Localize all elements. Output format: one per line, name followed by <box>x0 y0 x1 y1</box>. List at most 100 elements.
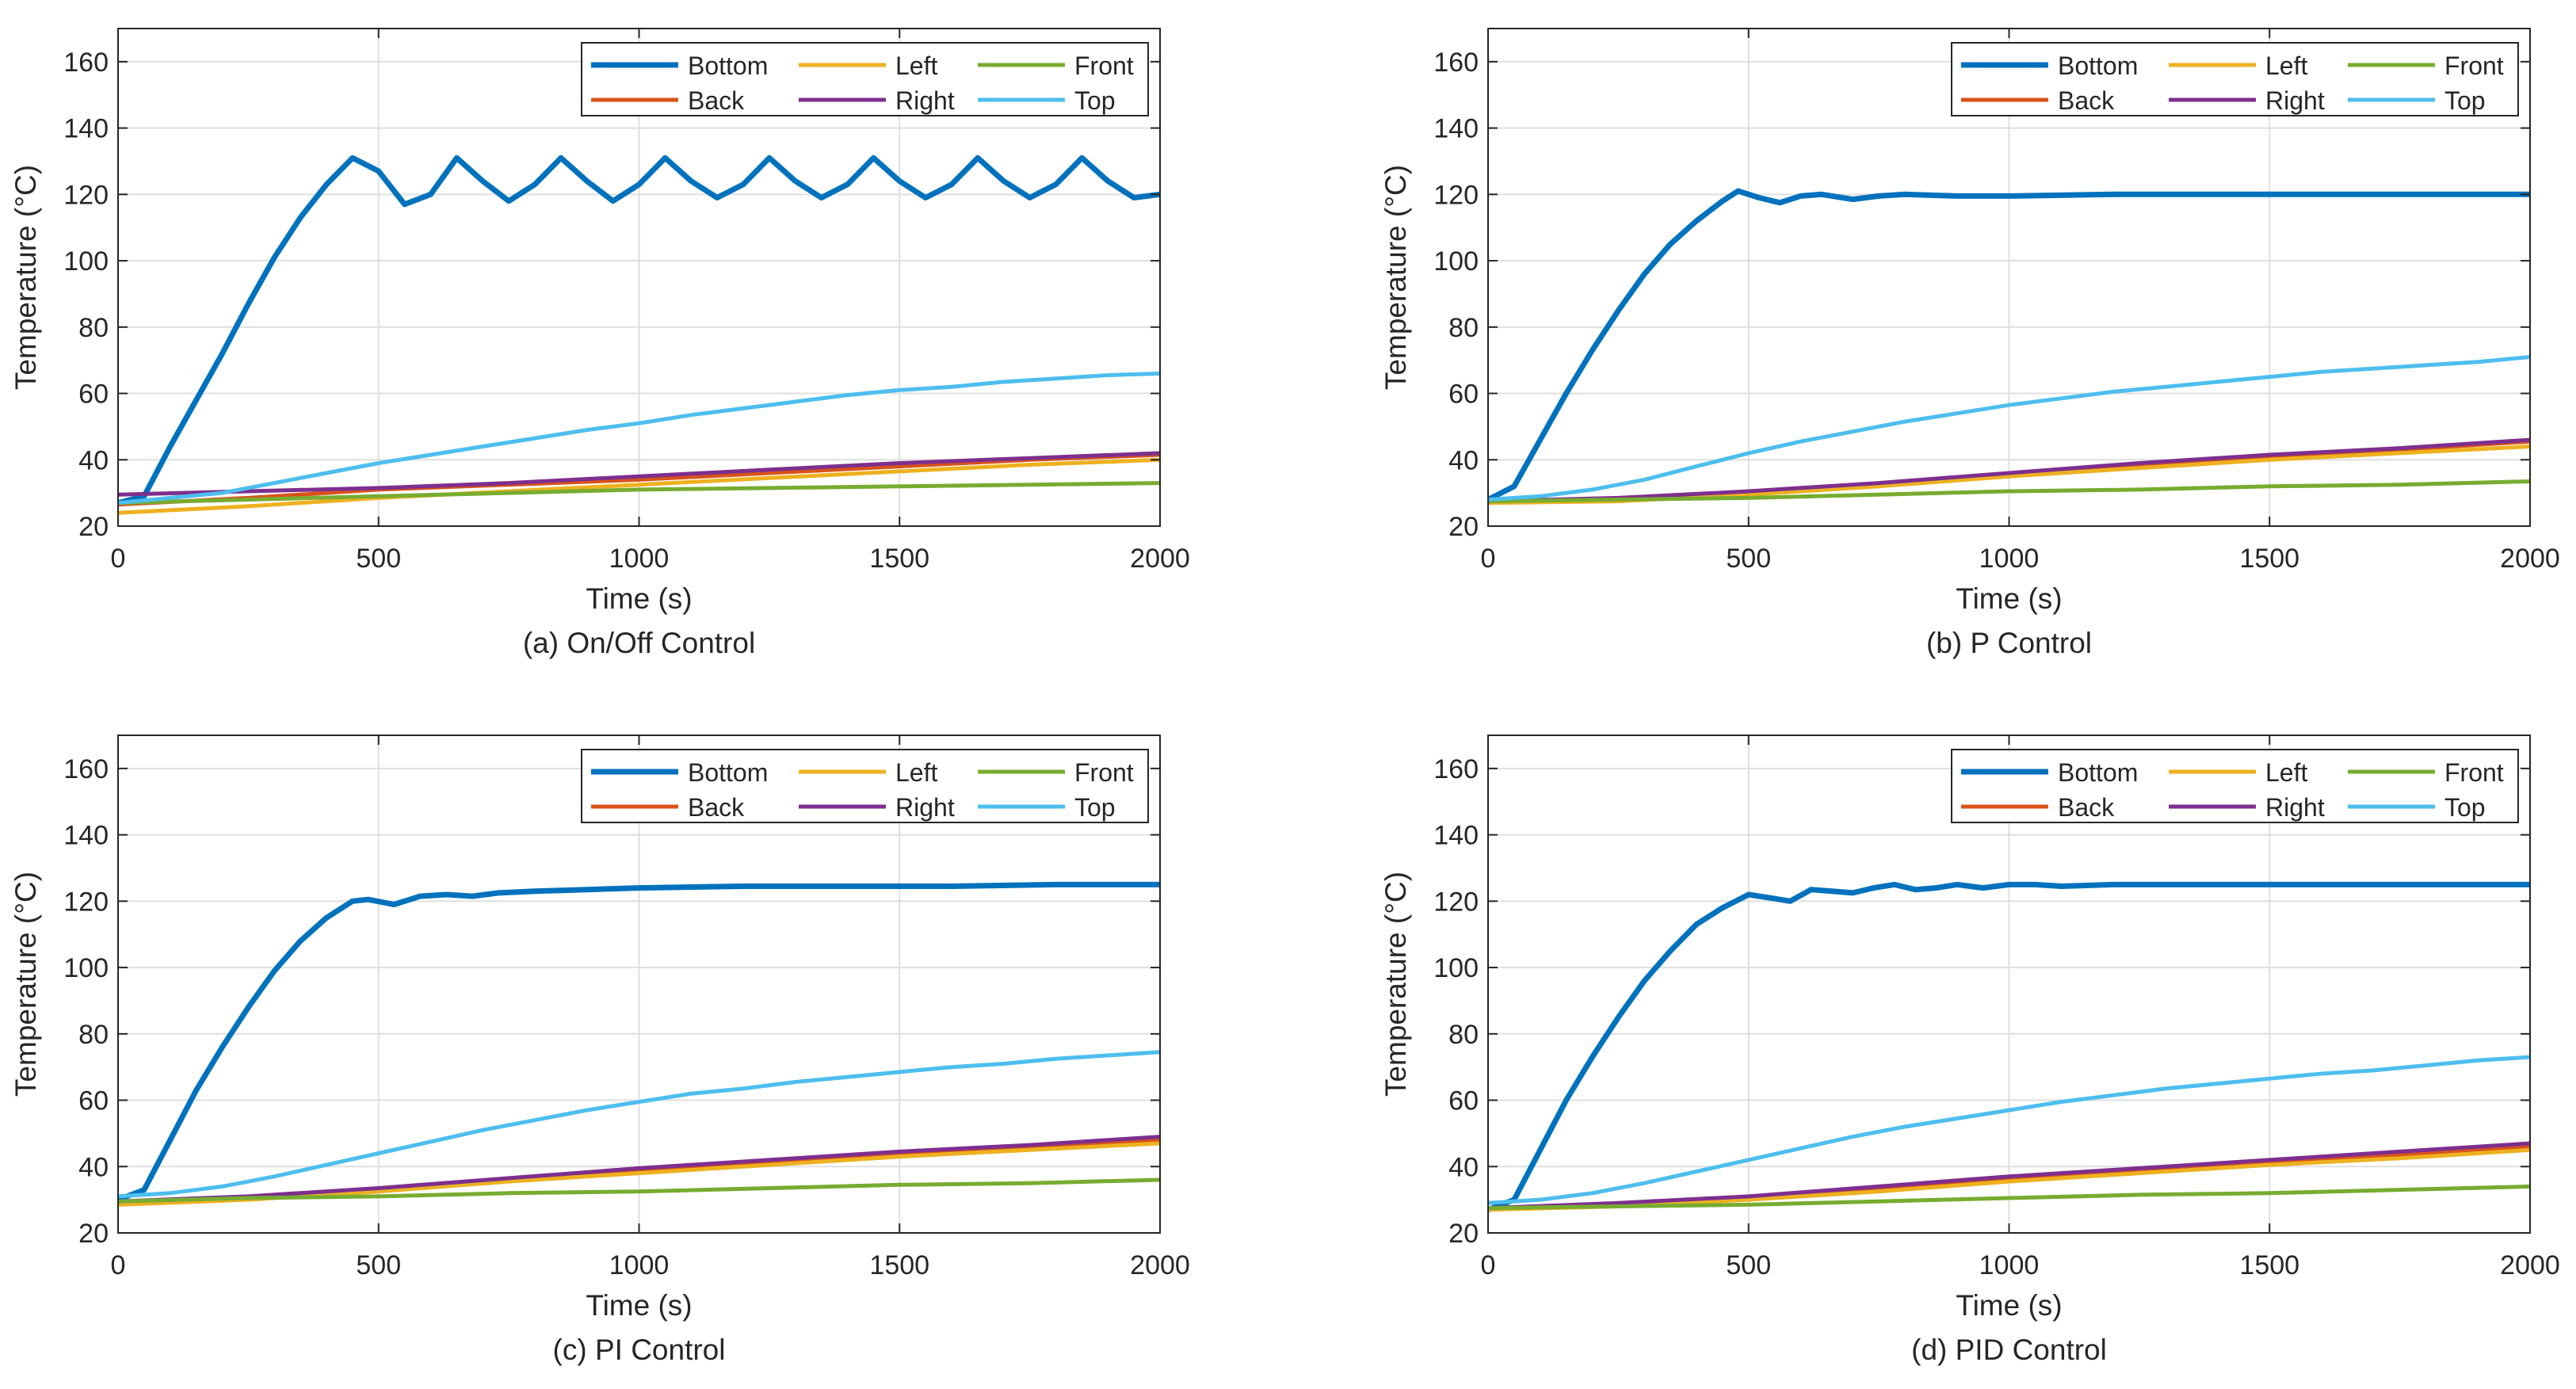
series-line-top <box>1488 1055 2530 1205</box>
panel-caption: (b) P Control <box>1926 627 2092 659</box>
legend-label-top: Top <box>2444 86 2486 115</box>
x-tick-label: 2000 <box>1130 1250 1190 1280</box>
y-tick-label: 120 <box>63 887 109 917</box>
series-layer <box>1488 881 2530 1213</box>
legend: Bottom Left Front Back Right Top <box>1951 749 2519 823</box>
series-line-front <box>118 1177 1160 1204</box>
x-axis-label: Time (s) <box>586 582 692 615</box>
x-tick-label: 0 <box>111 544 126 574</box>
series-line-top <box>118 1050 1160 1199</box>
y-tick-label: 40 <box>78 1152 109 1182</box>
y-tick-label: 20 <box>1448 1219 1479 1249</box>
y-tick-label: 140 <box>63 114 109 144</box>
legend-entry-bottom: Bottom <box>1961 758 2138 787</box>
series-line-front <box>1488 479 2530 504</box>
y-tick-label: 20 <box>78 512 109 542</box>
legend-entry-front: Front <box>978 52 1134 80</box>
y-tick-label: 80 <box>1448 1020 1479 1050</box>
chart-panel-4: 0 500 1000 1500 2000 20 40 60 80 100 120 140 160 Time… <box>1380 735 2560 1366</box>
x-tick-label: 1500 <box>869 544 929 574</box>
legend-entry-back: Back <box>1961 793 2115 822</box>
legend-label-top: Top <box>1074 86 1116 115</box>
legend-entry-left: Left <box>799 52 937 80</box>
y-axis-label: Temperature (°C) <box>10 165 42 390</box>
legend-entry-top: Top <box>978 86 1116 115</box>
y-tick-label: 160 <box>63 48 109 78</box>
legend-label-right: Right <box>895 793 955 822</box>
series-line-bottom <box>1488 881 2530 1213</box>
y-tick-label: 80 <box>1448 313 1479 343</box>
legend-label-bottom: Bottom <box>2058 52 2138 80</box>
y-tick-label: 160 <box>1433 754 1479 784</box>
legend-label-front: Front <box>1074 758 1134 787</box>
panel-caption: (c) PI Control <box>553 1334 726 1366</box>
series-layer <box>1488 188 2530 506</box>
x-tick-label: 1000 <box>1979 544 2040 574</box>
x-axis-label: Time (s) <box>586 1289 692 1322</box>
series-line-back <box>118 452 1160 507</box>
series-layer <box>118 881 1160 1207</box>
legend-box <box>1951 42 2519 116</box>
legend-entry-right: Right <box>2169 86 2325 115</box>
series-line-front <box>1488 1184 2530 1211</box>
series-line-left <box>118 457 1160 515</box>
y-tick-label: 20 <box>1448 512 1479 542</box>
legend-label-front: Front <box>2444 758 2504 787</box>
y-tick-label: 40 <box>1448 445 1479 475</box>
y-tick-label: 100 <box>63 953 109 983</box>
legend-entry-bottom: Bottom <box>591 758 768 787</box>
y-axis-label: Temperature (°C) <box>10 872 42 1097</box>
legend-label-left: Left <box>895 758 937 787</box>
x-axis-label: Time (s) <box>1956 1289 2062 1322</box>
y-tick-label: 100 <box>1433 953 1479 983</box>
legend-label-bottom: Bottom <box>688 758 768 787</box>
x-tick-label: 500 <box>356 544 401 574</box>
legend-label-top: Top <box>2444 793 2486 822</box>
x-tick-label: 500 <box>1726 1250 1771 1280</box>
legend-entry-right: Right <box>2169 793 2325 822</box>
x-tick-label: 2000 <box>2500 544 2560 574</box>
x-tick-label: 1000 <box>609 544 670 574</box>
x-tick-label: 500 <box>356 1250 401 1280</box>
y-tick-label: 160 <box>63 754 109 784</box>
x-tick-label: 1500 <box>2239 1250 2299 1280</box>
x-tick-label: 1000 <box>609 1250 670 1280</box>
y-tick-label: 60 <box>1448 1086 1479 1116</box>
panel-caption: (d) PID Control <box>1911 1334 2107 1366</box>
series-line-right <box>118 451 1160 497</box>
legend-entry-bottom: Bottom <box>591 52 768 80</box>
y-tick-label: 140 <box>1433 114 1479 144</box>
legend-box <box>1951 749 2519 823</box>
y-axis-label: Temperature (°C) <box>1380 165 1412 390</box>
y-tick-label: 60 <box>78 380 109 410</box>
legend-entry-left: Left <box>2169 52 2307 80</box>
x-tick-label: 1500 <box>2239 544 2299 574</box>
legend-label-left: Left <box>895 52 937 80</box>
x-tick-label: 0 <box>1481 544 1496 574</box>
legend-entry-back: Back <box>591 793 745 822</box>
legend-label-bottom: Bottom <box>2058 758 2138 787</box>
x-tick-label: 0 <box>111 1250 126 1280</box>
series-line-top <box>118 371 1160 506</box>
x-tick-label: 0 <box>1481 1250 1496 1280</box>
legend-entry-top: Top <box>2348 793 2486 822</box>
y-tick-label: 20 <box>78 1219 109 1249</box>
y-tick-label: 120 <box>1433 887 1479 917</box>
legend-label-right: Right <box>2265 793 2325 822</box>
x-tick-label: 1500 <box>869 1250 929 1280</box>
y-tick-label: 80 <box>78 1020 109 1050</box>
legend-entry-front: Front <box>2348 758 2504 787</box>
legend-entry-top: Top <box>978 793 1116 822</box>
series-line-right <box>1488 1141 2530 1211</box>
legend-label-front: Front <box>1074 52 1134 80</box>
x-tick-label: 1000 <box>1979 1250 2040 1280</box>
legend-box <box>581 42 1149 116</box>
y-axis-label: Temperature (°C) <box>1380 872 1412 1097</box>
series-line-bottom <box>118 155 1160 506</box>
series-line-front <box>118 481 1160 506</box>
legend-label-front: Front <box>2444 52 2504 80</box>
y-tick-label: 60 <box>78 1086 109 1116</box>
y-tick-label: 60 <box>1448 380 1479 410</box>
y-tick-label: 140 <box>1433 821 1479 851</box>
